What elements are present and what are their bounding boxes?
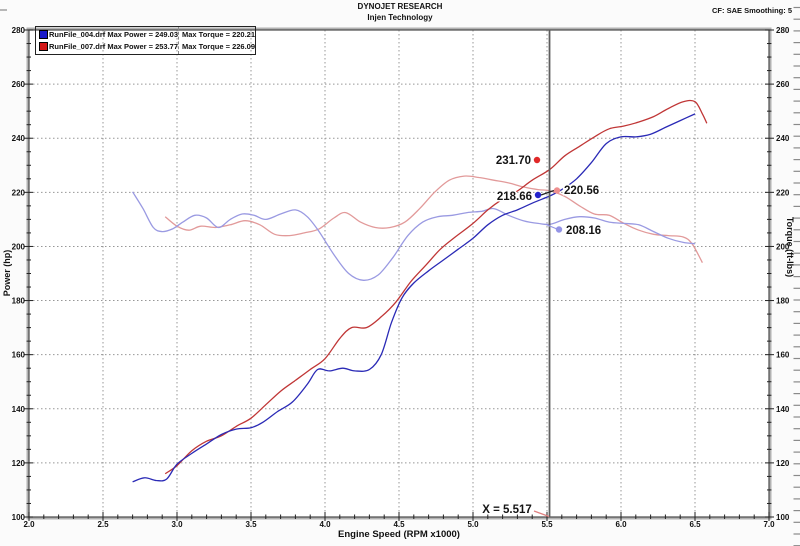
right-tick-label: 140 xyxy=(776,405,790,414)
annotation-label-torque_004: 208.16 xyxy=(566,225,601,237)
cursor-readout-label: X = 5.517 xyxy=(482,504,532,516)
x-tick-label: 3.5 xyxy=(245,520,257,529)
right-tick-label: 220 xyxy=(776,188,790,197)
curve-power_007 xyxy=(164,99,708,475)
left-tick-label: 240 xyxy=(12,134,26,143)
left-tick-label: 160 xyxy=(12,351,26,360)
x-tick-label: 5.5 xyxy=(541,520,553,529)
x-axis-title: Engine Speed (RPM x1000) xyxy=(338,529,460,540)
curve-power_004 xyxy=(132,113,696,483)
left-axis-title: Power (hp) xyxy=(2,249,12,297)
legend-box: RunFile_004.drf Max Power = 249.03 Max T… xyxy=(35,26,256,55)
x-tick-label: 2.0 xyxy=(23,520,35,529)
annotation-dot-torque_007 xyxy=(553,187,561,194)
legend-divider xyxy=(178,27,179,54)
annotation-label-power_007: 231.70 xyxy=(496,155,531,167)
annotation-dot-power_007 xyxy=(533,156,541,164)
left-tick-label: 280 xyxy=(12,26,26,35)
right-tick-label: 260 xyxy=(776,80,790,89)
annotation-leader-power_004 xyxy=(540,189,555,196)
right-tick-label: 180 xyxy=(776,297,790,306)
x-tick-label: 5.0 xyxy=(467,520,479,529)
right-tick-label: 120 xyxy=(776,459,790,468)
legend-row-runfile-007[interactable]: RunFile_007.drf Max Power = 253.77 Max T… xyxy=(36,40,255,52)
page-subtitle: Injen Technology xyxy=(367,13,433,22)
annotation-leader-torque_004 xyxy=(545,223,558,230)
right-tick-label: 160 xyxy=(776,351,790,360)
left-tick-label: 180 xyxy=(12,297,26,306)
right-tick-label: 100 xyxy=(776,513,790,522)
annotation-label-torque_007: 220.56 xyxy=(564,185,599,197)
correction-smoothing-label: CF: SAE Smoothing: 5 xyxy=(712,6,792,15)
x-tick-label: 6.5 xyxy=(689,520,701,529)
left-tick-label: 260 xyxy=(12,80,26,89)
annotation-dot-power_004 xyxy=(534,191,542,199)
left-tick-label: 220 xyxy=(12,188,26,197)
legend-torque-label: Max Torque = 220.21 xyxy=(182,29,256,39)
x-tick-label: 3.0 xyxy=(171,520,183,529)
x-tick-label: 4.0 xyxy=(319,520,331,529)
left-tick-label: 120 xyxy=(12,459,26,468)
right-tick-label: 200 xyxy=(776,242,790,251)
legend-torque-label: Max Torque = 226.09 xyxy=(182,41,256,51)
x-tick-label: 2.5 xyxy=(97,520,109,529)
right-tick-label: 280 xyxy=(776,26,790,35)
legend-swatch-blue xyxy=(39,29,48,39)
right-tick-label: 240 xyxy=(776,134,790,143)
page-title: DYNOJET RESEARCH xyxy=(357,2,443,11)
x-tick-label: 6.0 xyxy=(615,520,627,529)
annotation-dot-torque_004 xyxy=(555,226,563,233)
legend-file-power-label: RunFile_004.drf Max Power = 249.03 xyxy=(49,29,179,39)
x-tick-label: 7.0 xyxy=(763,520,775,529)
x-tick-label: 4.5 xyxy=(393,520,405,529)
left-tick-label: 140 xyxy=(12,405,26,414)
legend-row-runfile-004[interactable]: RunFile_004.drf Max Power = 249.03 Max T… xyxy=(36,28,255,40)
curve-torque_004 xyxy=(132,191,696,281)
left-tick-label: 200 xyxy=(12,242,26,251)
annotation-label-power_004: 218.66 xyxy=(497,191,532,203)
curve-torque_007 xyxy=(164,175,703,264)
legend-file-power-label: RunFile_007.drf Max Power = 253.77 xyxy=(49,41,179,51)
left-tick-label: 100 xyxy=(12,513,26,522)
legend-swatch-red xyxy=(39,41,48,51)
cursor-label-leader xyxy=(533,510,550,518)
right-axis-title: Torque (ft-lbs) xyxy=(785,216,795,278)
